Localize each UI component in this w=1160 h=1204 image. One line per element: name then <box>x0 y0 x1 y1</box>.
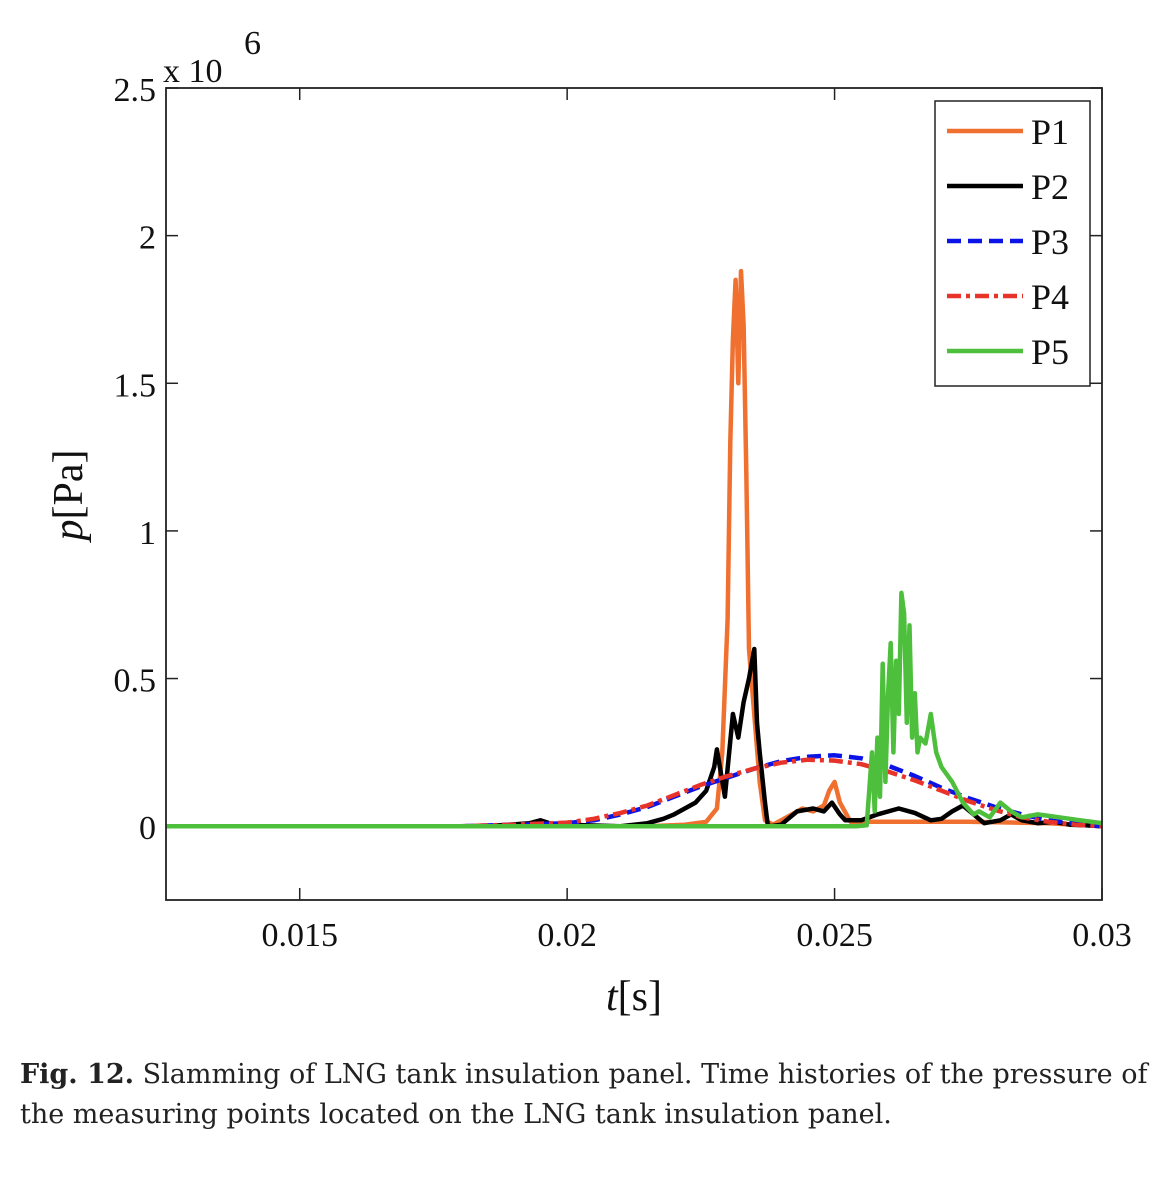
y-tick-label: 0.5 <box>114 663 157 700</box>
legend: P1 P2 P3 P4 P5 <box>934 100 1091 387</box>
series-line-p3 <box>166 753 1102 829</box>
series-line-p4 <box>166 757 1102 829</box>
x-tick-label: 0.015 <box>261 917 338 954</box>
legend-label-p5: P5 <box>1031 332 1069 372</box>
series-line-p5 <box>166 590 1102 829</box>
y-tick-label: 1.5 <box>114 367 157 404</box>
legend-label-p3: P3 <box>1031 222 1069 262</box>
plot-frame <box>165 87 1103 901</box>
y-tick-label: 2.5 <box>114 72 157 109</box>
x-axis-label: t[s] <box>606 974 662 1020</box>
legend-box <box>934 100 1091 387</box>
y-axis-label: p[Pa] <box>46 450 92 544</box>
x-tick-label: 0.03 <box>1072 917 1132 954</box>
series-group <box>166 268 1102 829</box>
caption-text: Slamming of LNG tank insulation panel. T… <box>20 1059 1148 1130</box>
series-line-p1 <box>166 268 1102 829</box>
y-multiplier-exponent: 6 <box>244 25 261 62</box>
caption-label: Fig. 12. <box>20 1059 135 1090</box>
x-tick-label: 0.02 <box>537 917 597 954</box>
y-tick-label: 2 <box>139 220 156 257</box>
legend-label-p2: P2 <box>1031 167 1069 207</box>
y-tick-label: 0 <box>139 810 156 847</box>
plot-border <box>165 87 1103 901</box>
y-tick-label: 1 <box>139 515 156 552</box>
legend-label-p1: P1 <box>1031 112 1069 152</box>
figure-caption: Fig. 12. Slamming of LNG tank insulation… <box>20 1055 1150 1135</box>
legend-label-p4: P4 <box>1031 277 1069 317</box>
axes: 0.015 0.02 0.025 0.03 0 0.5 1 1.5 2 2.5 <box>114 72 1132 954</box>
x-tick-label: 0.025 <box>796 917 873 954</box>
y-multiplier-label: x 10 <box>163 53 223 90</box>
